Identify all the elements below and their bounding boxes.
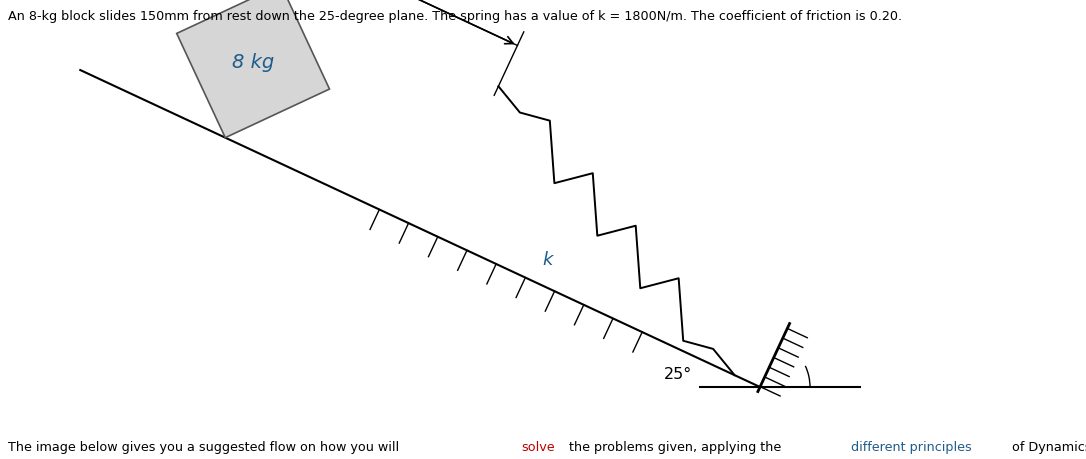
Text: the problems given, applying the: the problems given, applying the	[565, 440, 785, 453]
Text: different principles: different principles	[850, 440, 972, 453]
Text: of Dynamics.: of Dynamics.	[1008, 440, 1086, 453]
Text: The image below gives you a suggested flow on how you will: The image below gives you a suggested fl…	[8, 440, 403, 453]
Text: An 8-kg block slides 150mm from rest down the 25-degree plane. The spring has a : An 8-kg block slides 150mm from rest dow…	[8, 10, 902, 23]
Text: 25°: 25°	[664, 366, 692, 381]
Polygon shape	[177, 0, 329, 138]
Text: solve: solve	[521, 440, 555, 453]
Text: 8 kg: 8 kg	[232, 53, 275, 72]
Text: k: k	[543, 251, 553, 269]
